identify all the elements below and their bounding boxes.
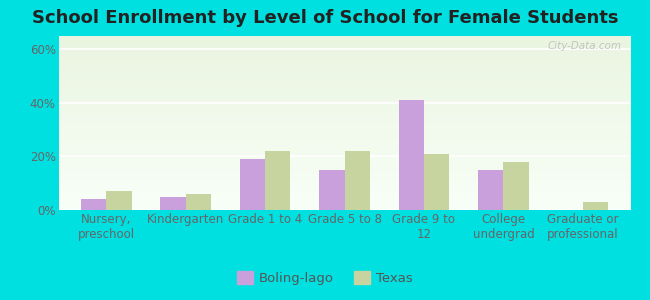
Bar xyxy=(106,191,131,210)
Legend: Boling-lago, Texas: Boling-lago, Texas xyxy=(231,266,419,290)
Bar xyxy=(240,159,265,210)
Bar xyxy=(424,154,449,210)
Bar xyxy=(81,199,106,210)
Bar xyxy=(344,151,370,210)
Bar xyxy=(319,170,344,210)
Bar xyxy=(398,100,424,210)
Bar xyxy=(265,151,291,210)
Text: City-Data.com: City-Data.com xyxy=(548,41,622,51)
Bar xyxy=(583,202,608,210)
Bar xyxy=(160,196,186,210)
Bar xyxy=(478,170,503,210)
Bar xyxy=(186,194,211,210)
Text: School Enrollment by Level of School for Female Students: School Enrollment by Level of School for… xyxy=(32,9,618,27)
Bar xyxy=(503,162,529,210)
